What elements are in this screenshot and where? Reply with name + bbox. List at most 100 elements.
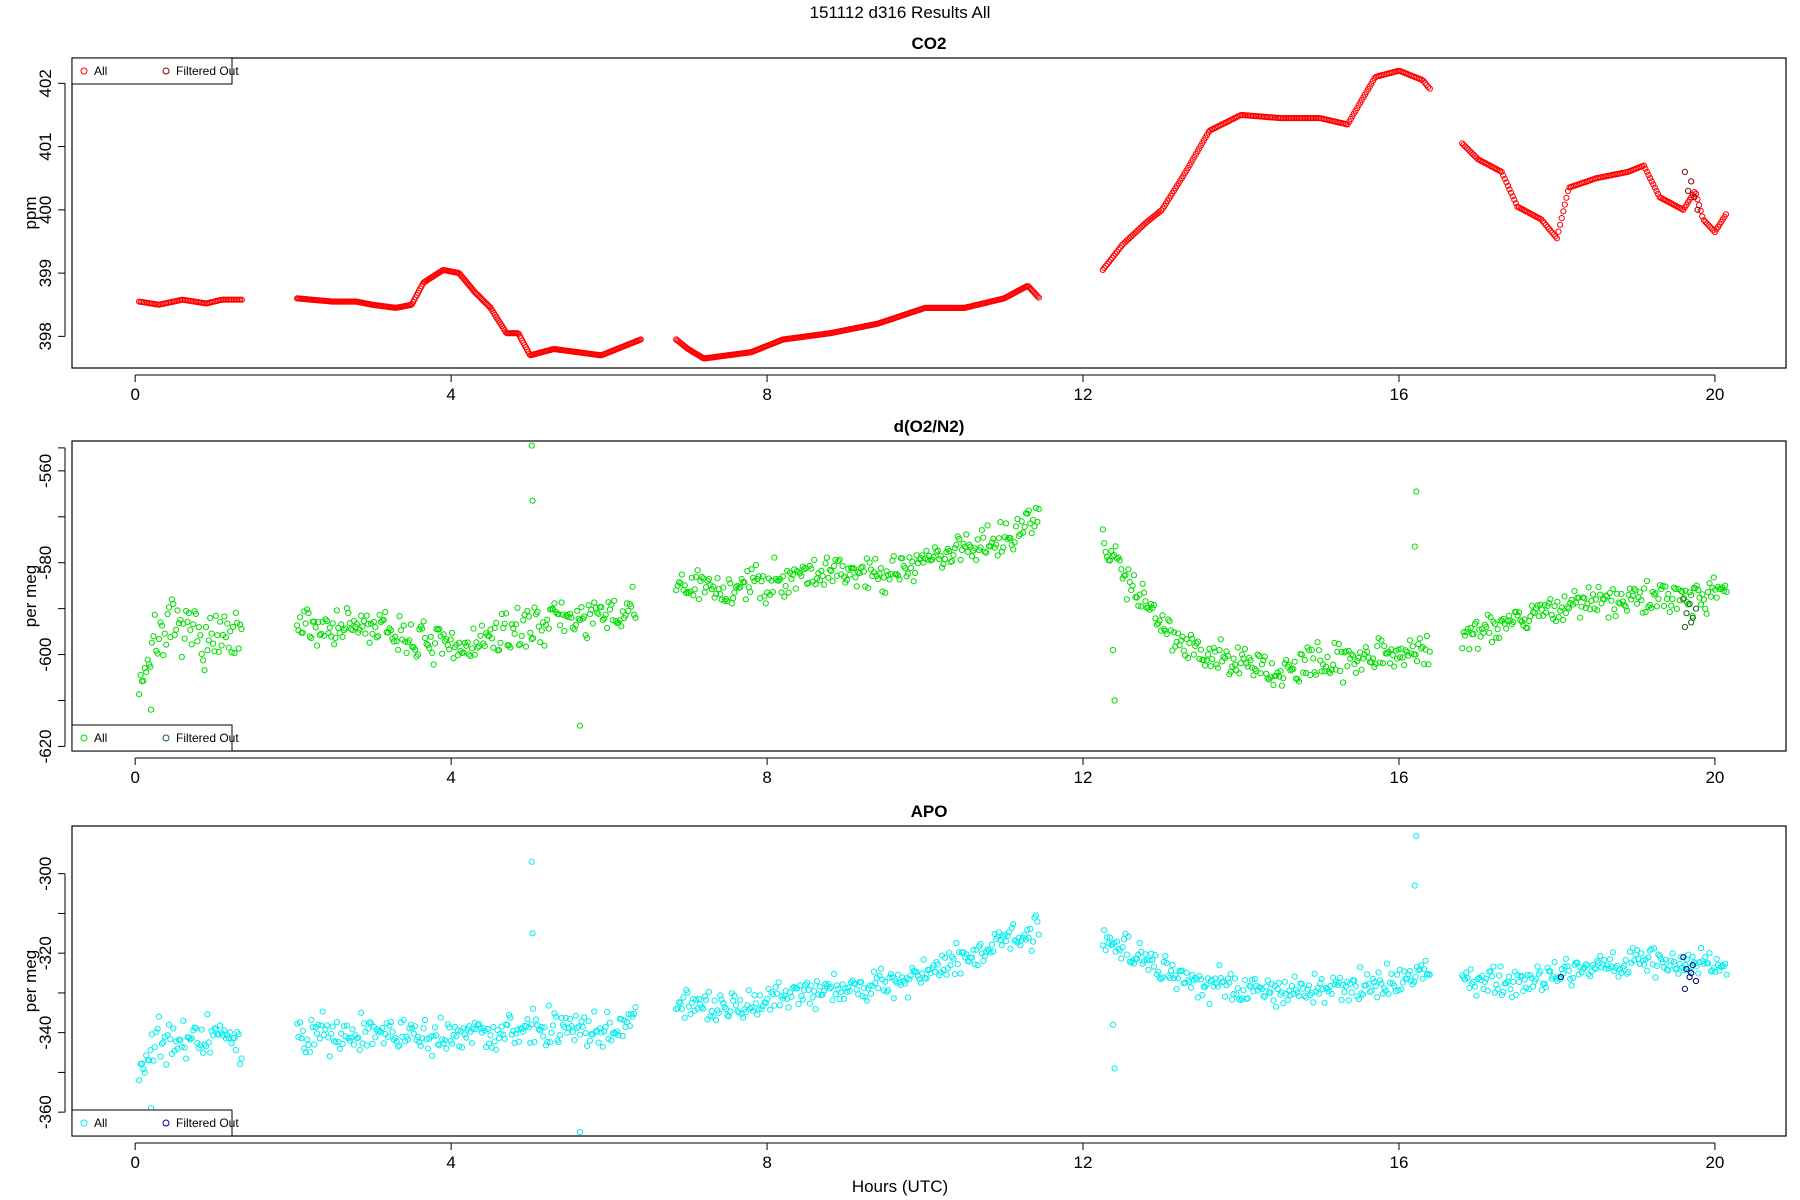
do2n2-points — [136, 442, 1730, 729]
apo-x-tick-label: 20 — [1705, 1153, 1724, 1172]
do2n2-all-point — [578, 604, 585, 611]
do2n2-all-point — [423, 640, 430, 648]
apo-all-point — [1609, 949, 1617, 956]
do2n2-all-point — [1487, 614, 1494, 621]
do2n2-all-point — [1581, 595, 1588, 602]
do2n2-all-point — [393, 638, 400, 645]
do2n2-all-point — [956, 535, 963, 543]
do2n2-all-point — [1562, 609, 1570, 617]
apo-all-point — [1186, 978, 1193, 985]
do2n2-all-point — [1592, 596, 1599, 603]
apo-all-point — [1257, 984, 1264, 991]
apo-all-point — [767, 1006, 774, 1013]
co2-all-point — [1539, 218, 1546, 225]
do2n2-all-point — [930, 554, 937, 561]
do2n2-all-point — [1335, 640, 1342, 648]
do2n2-all-point — [1412, 651, 1419, 658]
do2n2-all-point — [778, 589, 785, 596]
do2n2-all-point — [414, 651, 422, 658]
apo-all-point — [1214, 983, 1222, 990]
do2n2-all-point — [1665, 590, 1672, 598]
apo-all-point — [604, 1008, 611, 1016]
apo-all-point — [1541, 980, 1548, 988]
co2-all-point — [1465, 146, 1472, 153]
do2n2-all-point — [1558, 604, 1565, 611]
apo-all-point — [1155, 968, 1162, 975]
apo-all-point — [1122, 930, 1129, 937]
apo-all-point — [1415, 967, 1422, 974]
do2n2-all-point — [714, 575, 721, 582]
do2n2-all-point — [1612, 613, 1619, 620]
apo-all-point — [1163, 959, 1170, 967]
do2n2-all-point — [1290, 665, 1297, 673]
apo-all-point — [1025, 934, 1032, 941]
do2n2-all-point — [1003, 520, 1010, 527]
apo-all-point — [564, 1029, 571, 1036]
do2n2-all-point — [1116, 557, 1123, 564]
apo-all-point — [1656, 953, 1663, 960]
do2n2-all-point — [1354, 657, 1361, 665]
do2n2-all-point — [321, 632, 328, 639]
apo-all-point — [1426, 971, 1433, 978]
do2n2-all-point — [1007, 535, 1014, 542]
co2-all-point — [1471, 153, 1478, 160]
apo-all-point — [170, 1025, 177, 1032]
co2-all-point — [1541, 220, 1548, 227]
co2-all-point — [1463, 145, 1471, 152]
do2n2-all-point — [1310, 655, 1317, 662]
do2n2-all-point — [1123, 596, 1131, 603]
apo-all-point — [1342, 983, 1350, 990]
do2n2-all-point — [1606, 589, 1614, 597]
apo-all-point — [1421, 966, 1428, 973]
apo-all-point — [742, 1008, 750, 1016]
apo-all-point — [1651, 945, 1658, 952]
do2n2-all-point — [1413, 488, 1420, 495]
do2n2-y-tick-label: -620 — [36, 729, 55, 763]
do2n2-all-point — [1031, 523, 1038, 530]
apo-all-point — [1027, 925, 1034, 933]
do2n2-all-point — [304, 606, 311, 613]
do2n2-all-point — [372, 624, 379, 631]
do2n2-all-point — [557, 622, 564, 629]
do2n2-all-point — [1697, 601, 1705, 608]
apo-all-point — [491, 1038, 498, 1045]
apo-all-point — [1705, 960, 1712, 967]
do2n2-all-point — [973, 557, 980, 564]
apo-all-point — [163, 1061, 170, 1068]
apo-all-point — [1111, 939, 1118, 946]
do2n2-all-point — [1524, 625, 1531, 632]
co2-all-point — [1371, 75, 1378, 82]
do2n2-all-point — [352, 623, 359, 631]
do2n2-all-point — [1384, 650, 1391, 657]
do2n2-all-point — [1204, 651, 1212, 658]
apo-all-point — [732, 1002, 740, 1009]
do2n2-all-point — [1216, 646, 1223, 654]
apo-all-point — [1622, 956, 1629, 964]
apo-all-point — [1716, 967, 1723, 974]
apo-all-point — [931, 968, 939, 976]
apo-all-point — [1521, 976, 1528, 983]
apo-all-point — [950, 955, 957, 963]
do2n2-all-point — [684, 589, 691, 596]
do2n2-all-point — [181, 635, 188, 642]
apo-all-point — [515, 1038, 523, 1045]
co2-filtered-out-point — [1688, 178, 1695, 185]
do2n2-all-point — [1723, 588, 1730, 596]
apo-all-point — [737, 996, 744, 1004]
do2n2-all-point — [1197, 646, 1205, 653]
do2n2-all-point — [1609, 586, 1617, 593]
apo-all-point — [222, 1035, 229, 1042]
do2n2-all-point — [529, 497, 536, 504]
do2n2-all-point — [1233, 667, 1240, 674]
apo-all-point — [400, 1016, 407, 1024]
apo-all-point — [801, 987, 808, 994]
apo-all-point — [1264, 977, 1271, 984]
apo-all-point — [1295, 993, 1303, 1000]
apo-all-point — [1024, 926, 1031, 933]
do2n2-all-point — [983, 549, 990, 556]
do2n2-all-point — [1595, 584, 1602, 591]
do2n2-all-point — [1628, 596, 1635, 603]
apo-filtered-out-point — [1692, 977, 1700, 985]
do2n2-all-point — [1170, 629, 1178, 636]
apo-all-point — [309, 1024, 316, 1031]
